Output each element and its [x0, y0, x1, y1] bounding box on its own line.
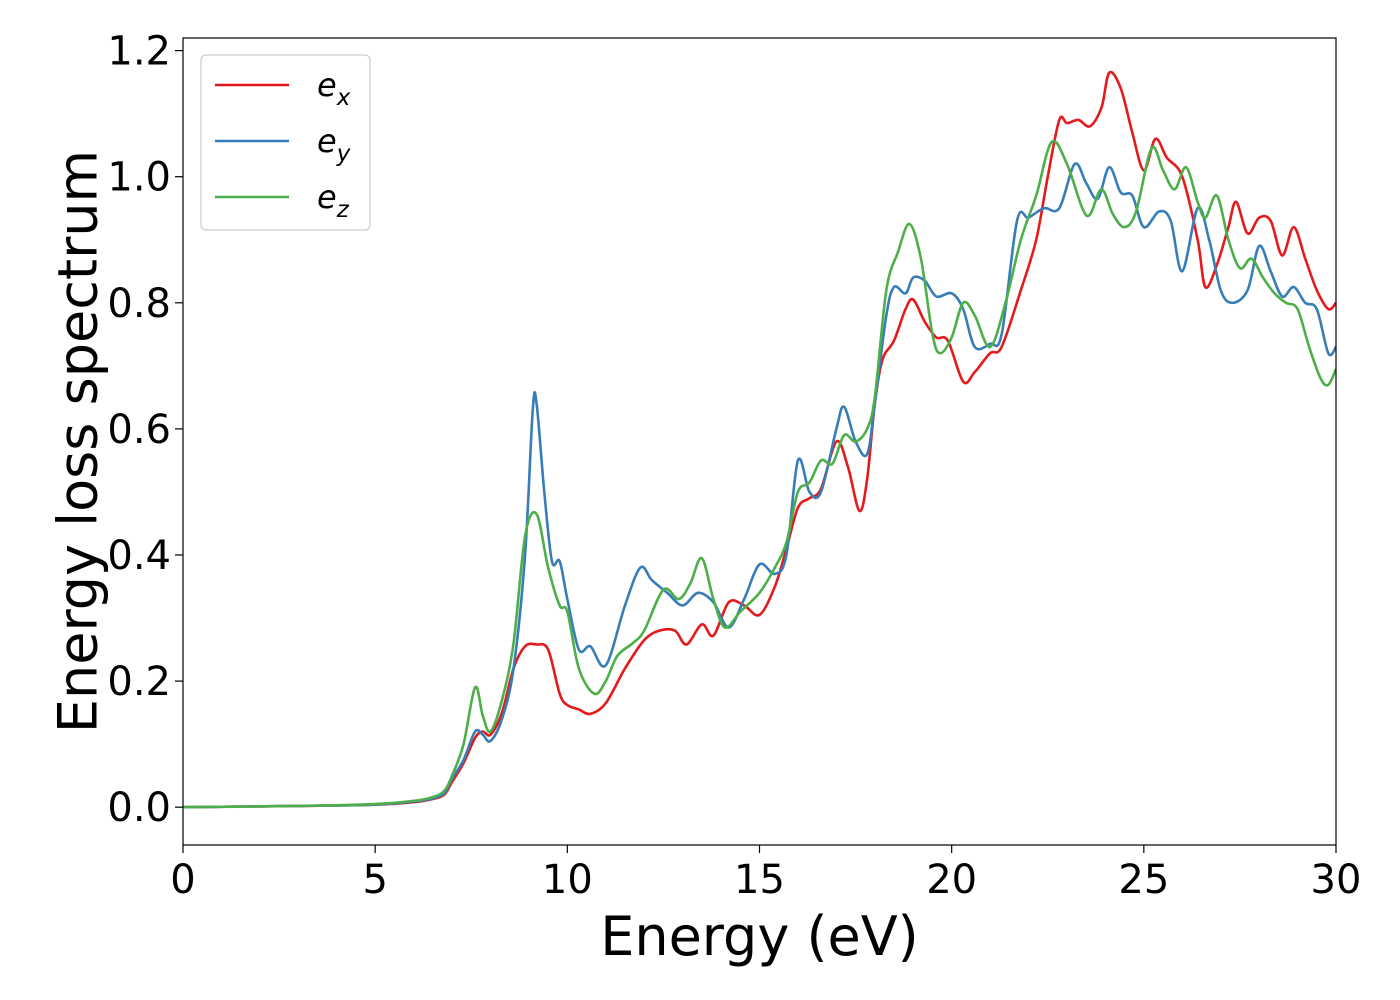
x-tick-label: 25	[1118, 857, 1169, 903]
y-tick-label: 0.6	[107, 407, 171, 453]
x-tick-label: 15	[734, 857, 785, 903]
series-layer	[183, 70, 1336, 809]
y-tick-label: 0.2	[107, 659, 171, 705]
y-axis-label: Energy loss spectrum	[47, 150, 110, 733]
y-tick-label: 0.4	[107, 533, 171, 579]
x-tick-label: 30	[1311, 857, 1362, 903]
x-tick-label: 10	[542, 857, 593, 903]
y-tick-label: 1.2	[107, 29, 171, 75]
y-tick-label: 0.0	[107, 785, 171, 831]
y-tick-label: 0.8	[107, 281, 171, 327]
legend-label-z: ez	[317, 178, 350, 223]
legend-box	[200, 54, 371, 231]
ticks-layer: 0 5 10 15 20 25 30 0.0 0.2 0.4 0.6 0.8 1.0 1.2	[107, 29, 1361, 903]
series-line-z	[183, 139, 1336, 809]
x-axis-label: Energy (eV)	[600, 905, 919, 968]
x-tick-label: 20	[926, 857, 977, 903]
y-tick-label: 1.0	[107, 155, 171, 201]
legend-label-x: ex	[317, 66, 351, 111]
x-tick-label: 0	[170, 857, 195, 903]
x-tick-label: 5	[362, 857, 387, 903]
legend-label-y: ey	[317, 122, 351, 167]
series-line-y	[183, 162, 1336, 809]
legend: ex ey ez	[200, 54, 371, 231]
